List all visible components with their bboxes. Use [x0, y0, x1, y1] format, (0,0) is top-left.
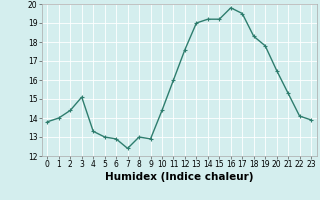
X-axis label: Humidex (Indice chaleur): Humidex (Indice chaleur)	[105, 172, 253, 182]
